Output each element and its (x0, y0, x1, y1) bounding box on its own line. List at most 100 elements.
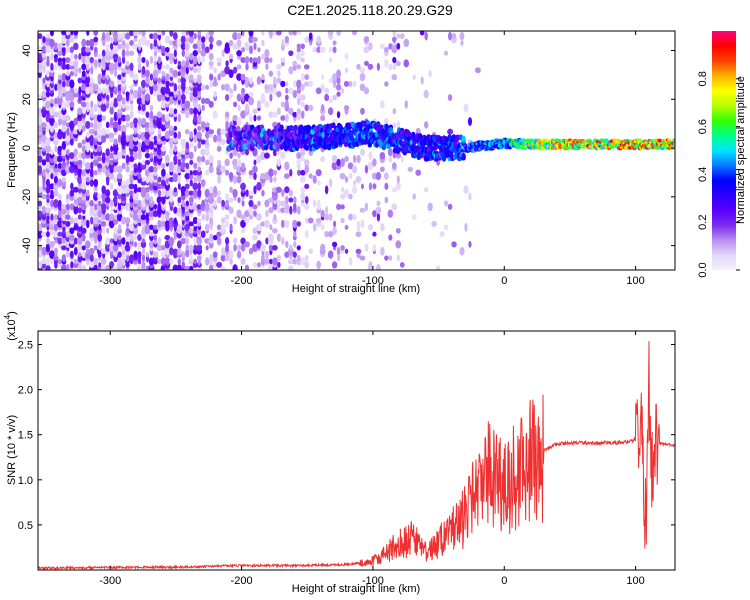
spectrogram-cell (89, 254, 94, 262)
spectrogram-cell (236, 39, 242, 47)
spectrogram-cell (112, 121, 119, 129)
spectrogram-cell (240, 73, 246, 81)
spectrogram-cell (65, 64, 71, 70)
spectrogram-cell (216, 57, 222, 63)
spectrogram-cell (244, 41, 250, 51)
spectrogram-cell (54, 163, 58, 169)
spectrogram-cell (46, 162, 50, 170)
spectrogram-cell (334, 140, 339, 147)
spectrogram-cell (212, 234, 218, 241)
spectrogram-cell (201, 199, 206, 208)
spectrogram-cell (50, 258, 54, 265)
spectrogram-cell (352, 154, 357, 164)
spectrogram-cell (188, 31, 194, 37)
spectrogram-cell (196, 204, 202, 210)
spectrogram-cell (192, 189, 198, 197)
spectrogram-cell (281, 189, 285, 198)
spectrogram-cell (49, 183, 55, 190)
spectrogram-cell (134, 241, 138, 248)
spectrogram-cell (38, 124, 43, 133)
spectrogram-cell (300, 192, 306, 201)
spectrogram-cell (137, 104, 142, 111)
spectrogram-cell (288, 31, 294, 36)
spectrogram-cell (153, 154, 158, 164)
spectrogram-cell (177, 90, 182, 98)
spectrogram-cell (45, 193, 50, 200)
spectrogram-cell (90, 151, 94, 160)
spectrogram-cell (106, 74, 110, 80)
spectrogram-cell (101, 213, 106, 221)
spectrogram-cell (169, 125, 174, 132)
spectrogram-cell (61, 100, 67, 109)
spectrogram-cell (124, 32, 131, 40)
spectrogram-cell (468, 241, 472, 248)
spectrogram-cell (220, 223, 226, 232)
spectrogram-cell (104, 196, 111, 204)
spectrogram-cell (200, 121, 206, 129)
spectrogram-cell (169, 247, 174, 256)
spectrogram-cell (244, 148, 250, 156)
spectrogram-cell (144, 93, 151, 102)
spectrogram-cell (161, 45, 166, 54)
spectrogram-cell (288, 50, 294, 57)
spectrogram-cell (100, 265, 107, 270)
spectrogram-cell (240, 56, 246, 64)
spectrogram-cell (41, 90, 47, 98)
spectrogram-cell (140, 79, 147, 88)
spectrogram-cell (256, 115, 261, 121)
spectrogram-cell (54, 145, 58, 153)
spectrogram-cell (216, 145, 222, 152)
spectrogram-cell (240, 182, 246, 191)
spectrogram-cell (157, 39, 162, 47)
spectrogram-cell (77, 142, 83, 149)
spectrogram-cell (70, 31, 74, 36)
snr-background (38, 331, 675, 570)
spectrogram-cell (160, 100, 167, 109)
spectrogram-cell (181, 251, 186, 259)
spectrogram-cell (78, 93, 82, 102)
spectrogram-cell (244, 241, 250, 248)
spectrogram-cell (381, 144, 387, 151)
spectrogram-cell (68, 120, 75, 130)
spectrogram-cell (253, 42, 257, 51)
spectrogram-cell (300, 57, 305, 63)
spectrogram-cell (77, 252, 82, 258)
spectrogram-cell (173, 49, 177, 58)
spectrogram-cell (336, 69, 342, 78)
spectrogram-cell (185, 237, 190, 245)
spectrogram-cell (45, 243, 51, 253)
spectrogram-cell (125, 179, 130, 187)
spectrogram-cell (57, 89, 62, 99)
spectrogram-cell (340, 204, 345, 210)
spectrogram-cell (208, 192, 214, 201)
spectrogram-cell (100, 202, 107, 211)
spectrogram-cell (189, 244, 194, 251)
spectrogram-cell (336, 254, 341, 262)
spectrogram-cell (105, 32, 111, 41)
spectrogram-cell (304, 74, 310, 81)
spectrogram-cell (276, 77, 281, 84)
spectrogram-cell (38, 223, 42, 232)
spectrogram-cell (406, 130, 412, 137)
spectrogram-cell (148, 240, 155, 249)
spectrogram-cell (375, 263, 381, 270)
spectrogram-cell (216, 261, 223, 268)
spectrogram-cell (41, 246, 47, 256)
spectrogram-cell (41, 193, 47, 200)
spectrogram-cell (196, 39, 202, 47)
y-tick-label: 1.0 (18, 475, 33, 487)
spectrogram-cell (69, 216, 74, 225)
spectrogram-cell (229, 258, 233, 265)
spectrogram-cell (300, 156, 306, 162)
spectrogram-cell (256, 154, 262, 164)
spectrogram-cell (128, 155, 135, 163)
spectrogram-cell (65, 46, 71, 54)
spectrogram-cell (105, 155, 110, 163)
spectrogram-cell (352, 213, 357, 221)
spectrogram-cell (325, 205, 329, 215)
spectrogram-cell (464, 222, 468, 232)
snr-x-label: Height of straight line (km) (292, 583, 420, 595)
spectrogram-cell (101, 134, 107, 143)
spectrogram-cell (193, 32, 197, 40)
spectrogram-cell (161, 64, 166, 70)
